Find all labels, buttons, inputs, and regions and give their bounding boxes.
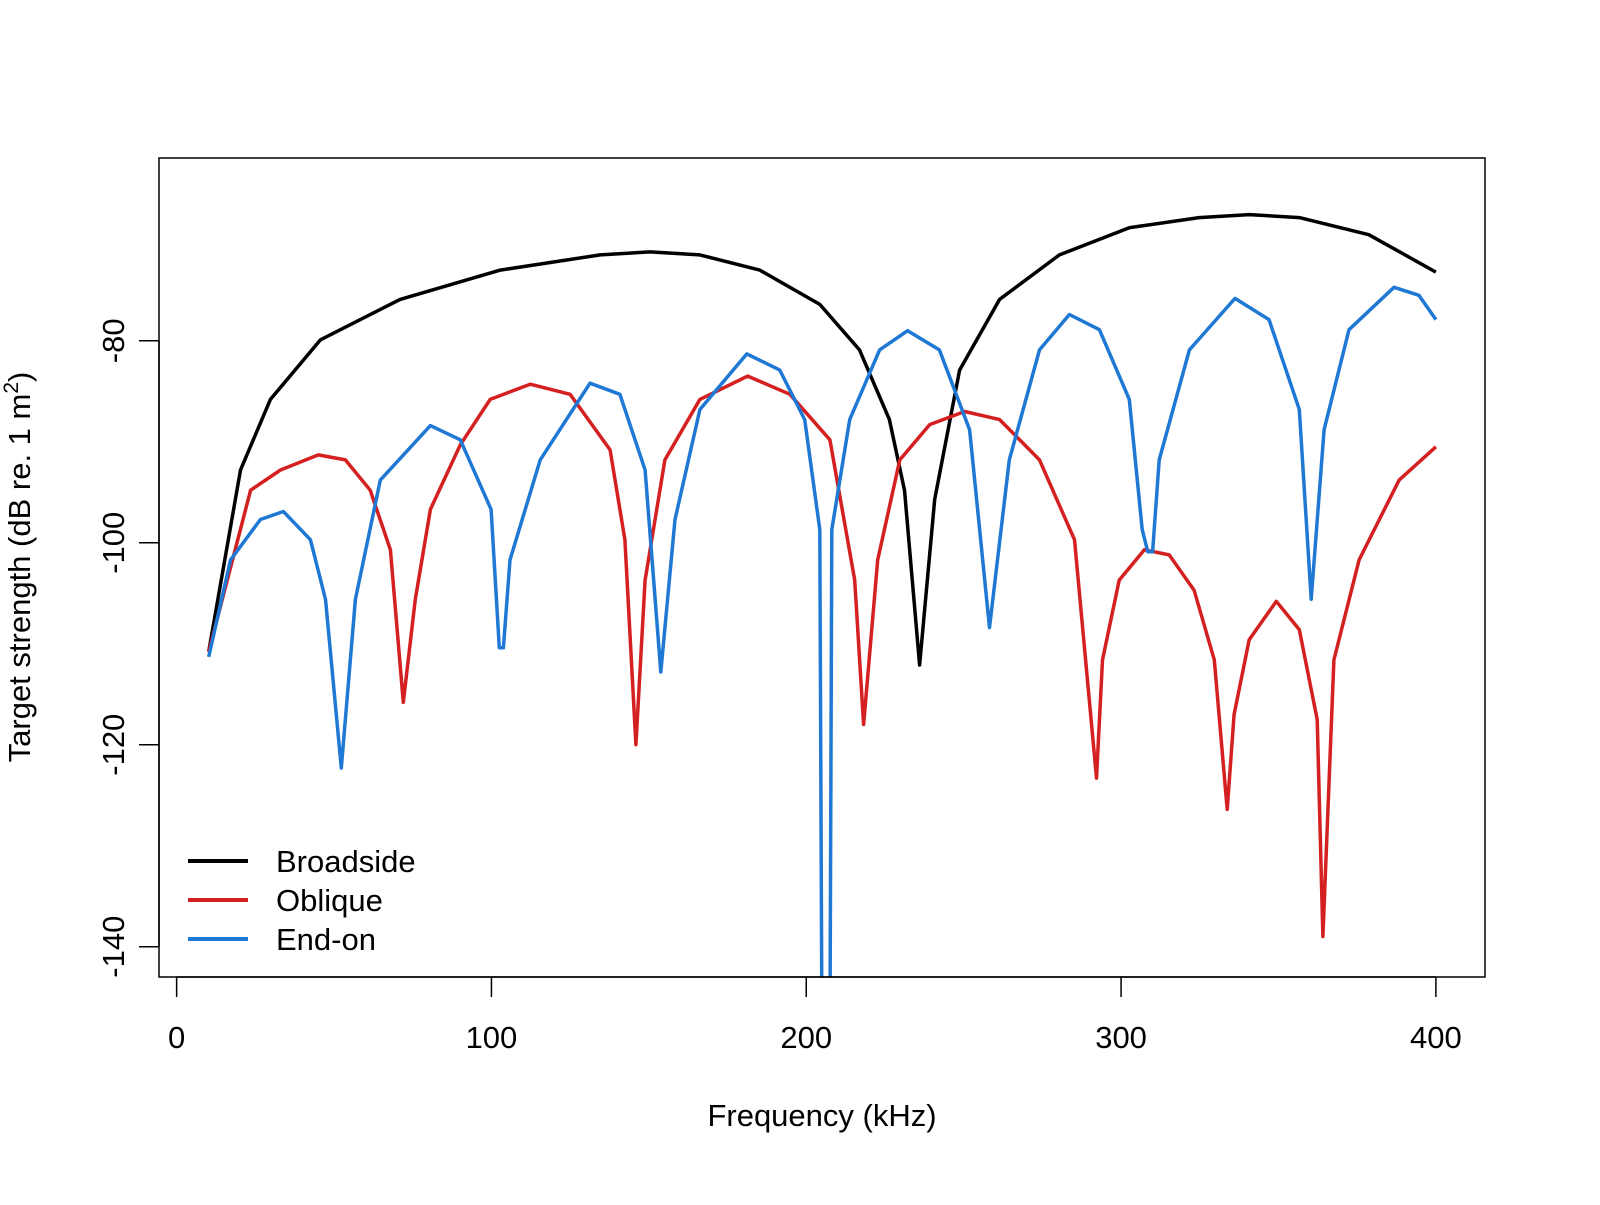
legend-label: End-on (276, 922, 376, 957)
legend-label: Broadside (276, 844, 416, 879)
legend-item-end-on: End-on (188, 922, 376, 957)
y-axis-label-superscript: 2 (0, 382, 23, 394)
y-axis-label: Target strength (dB re. 1 m2) (0, 372, 37, 763)
series-line-end-on (206, 285, 1438, 977)
legend-item-oblique: Oblique (188, 883, 383, 918)
series-layer (206, 212, 1438, 977)
legend-label: Oblique (276, 883, 383, 918)
y-tick-label: -140 (96, 916, 131, 978)
y-axis-label-close: ) (2, 372, 37, 382)
legend: Broadside Oblique End-on (188, 844, 416, 957)
x-axis-label: Frequency (kHz) (707, 1098, 936, 1133)
y-axis-label-main: Target strength (dB re. 1 m (2, 394, 37, 763)
legend-item-broadside: Broadside (188, 844, 416, 879)
y-tick-label: -120 (96, 714, 131, 776)
x-tick-label: 200 (780, 1020, 832, 1055)
axes-layer: 0 100 200 300 400 -80 -100 -120 -140 (96, 318, 1462, 1055)
x-tick-label: 300 (1095, 1020, 1147, 1055)
y-tick-label: -80 (96, 318, 131, 363)
x-tick-label: 100 (466, 1020, 518, 1055)
series-line-broadside (206, 212, 1437, 667)
y-tick-label: -100 (96, 512, 131, 574)
x-tick-label: 400 (1410, 1020, 1462, 1055)
x-tick-label: 0 (168, 1020, 185, 1055)
series-line-oblique (207, 374, 1438, 939)
